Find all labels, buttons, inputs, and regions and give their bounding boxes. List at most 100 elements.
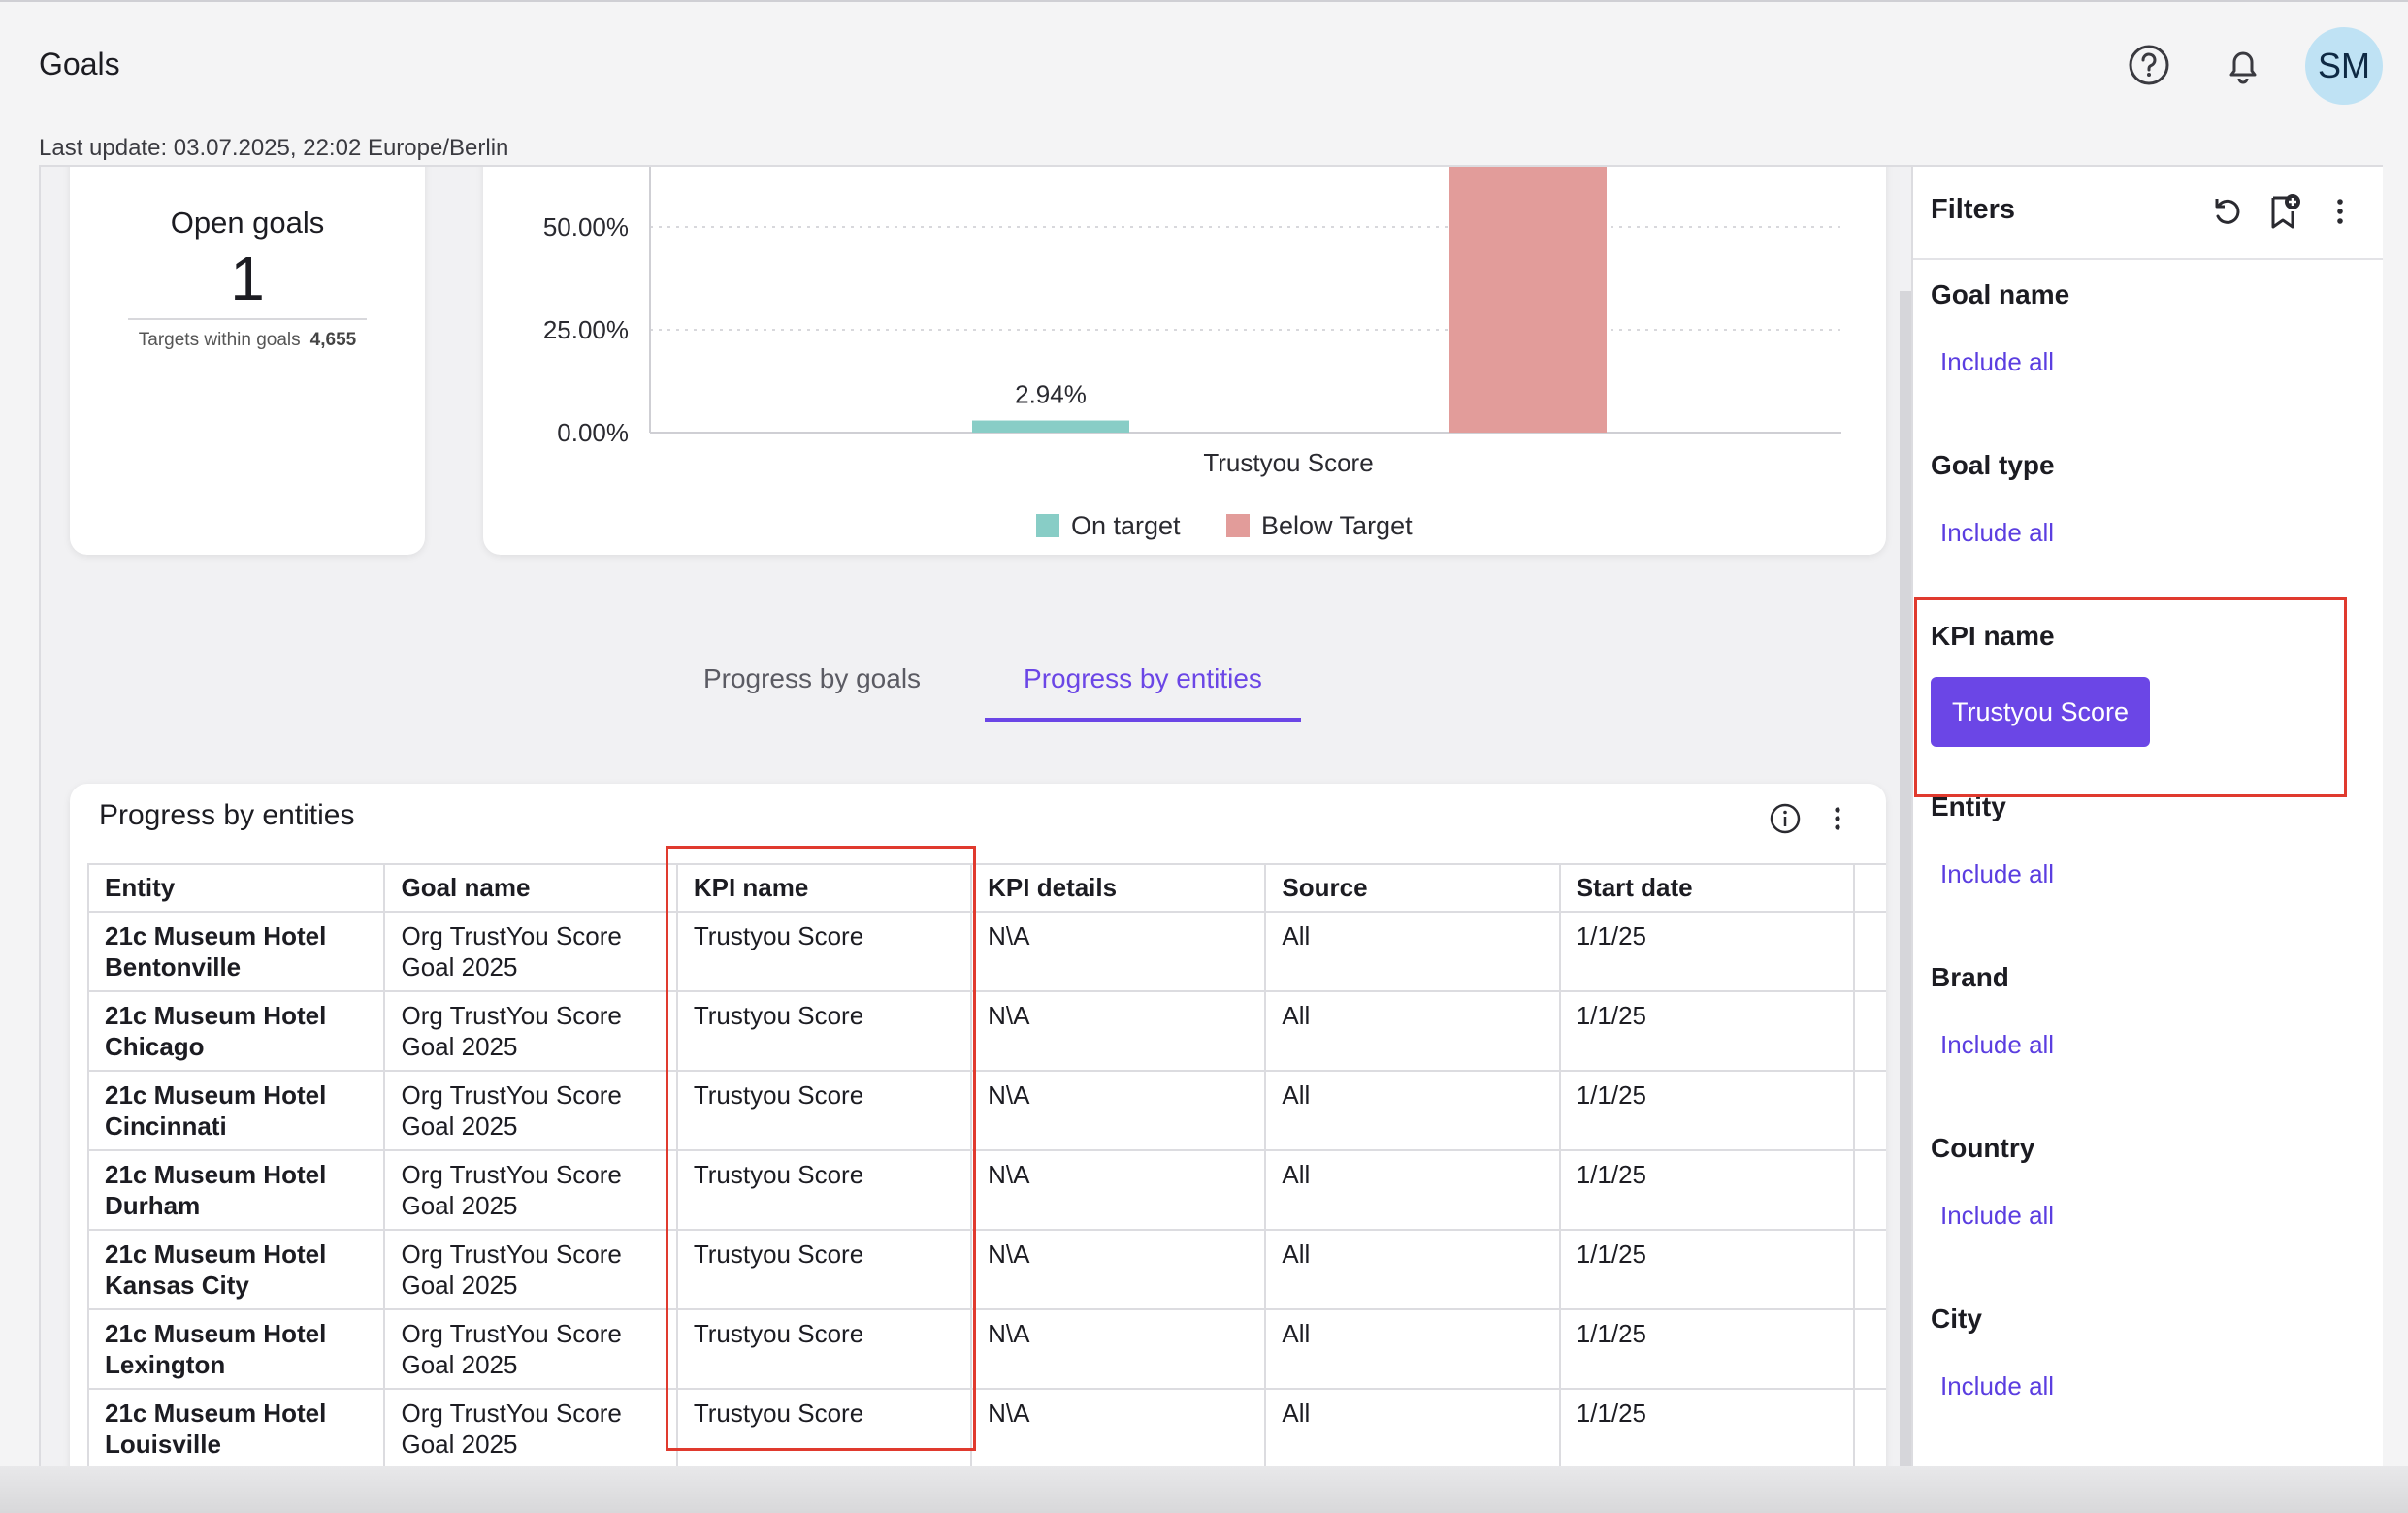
filter-label: Entity <box>1931 791 2006 821</box>
goal-name-cell-line: Goal 2025 <box>401 1111 518 1141</box>
y-tick-label: 50.00% <box>543 212 629 241</box>
goal-name-cell: Org TrustYou Score Goal 2025 <box>383 1229 678 1310</box>
kpi-details-cell: N\A <box>970 1229 1267 1310</box>
scrollbar[interactable] <box>1900 291 1911 1469</box>
source-cell: All <box>1264 1070 1561 1151</box>
entity-cell-line: 21c Museum Hotel <box>105 921 327 950</box>
table-row[interactable]: 21c Museum Hotel Durham Org TrustYou Score… <box>86 1149 1886 1231</box>
start-date-cell-line: 1/1/25 <box>1576 1001 1647 1030</box>
goal-name-cell-line: Org TrustYou Score <box>401 1399 622 1428</box>
kpi-details-cell-line: N\A <box>988 1319 1030 1348</box>
filter-label: City <box>1931 1304 1982 1334</box>
table-row[interactable]: 21c Museum Hotel Kansas City Org TrustYou … <box>86 1229 1886 1310</box>
goals-bar-chart: 0.00% 25.00% 50.00% 2.94% Trustyou Score On t… <box>543 167 1841 540</box>
bar-below-target <box>1449 167 1607 433</box>
help-icon[interactable] <box>2125 41 2173 89</box>
start-date-cell: 1/1/25 <box>1558 1070 1855 1151</box>
filter-city: City Include all <box>1931 1304 2054 1400</box>
entity-cell: 21c Museum Hotel Cincinnati <box>86 1070 386 1151</box>
progress-tabs: Progress by goals Progress by entities <box>681 652 1312 729</box>
info-icon[interactable] <box>1764 797 1806 840</box>
start-date-cell: 1/1/25 <box>1558 1308 1855 1390</box>
table-row[interactable]: 21c Museum Hotel Cincinnati Org TrustYou S… <box>86 1070 1886 1151</box>
goal-name-cell: Org TrustYou Score Goal 2025 <box>383 911 678 992</box>
column-header[interactable]: Source <box>1264 863 1561 913</box>
filter-kpi-name: KPI name Trustyou Score <box>1931 621 2151 747</box>
include-all-link[interactable]: Include all <box>1940 1030 2055 1059</box>
avatar[interactable]: SM <box>2305 27 2383 105</box>
bottom-edge <box>0 1466 2408 1513</box>
tab-progress-by-entities[interactable]: Progress by entities <box>985 652 1301 722</box>
goal-name-cell-line: Goal 2025 <box>401 1191 518 1220</box>
goal-name-cell-line: Org TrustYou Score <box>401 1160 622 1189</box>
start-date-cell: 1/1/25 <box>1558 990 1855 1072</box>
kpi-name-cell-line: Trustyou Score <box>693 1399 864 1428</box>
reset-icon[interactable] <box>2204 188 2251 235</box>
include-all-link[interactable]: Include all <box>1940 347 2055 376</box>
legend-label: Below Target <box>1261 511 1413 540</box>
legend-label: On target <box>1071 511 1181 540</box>
entity-cell-line: 21c Museum Hotel <box>105 1001 327 1030</box>
column-header[interactable]: Entity <box>86 863 386 913</box>
include-all-link[interactable]: Include all <box>1940 1201 2055 1230</box>
include-all-link[interactable]: Include all <box>1940 1371 2055 1400</box>
column-header[interactable]: KPI name <box>675 863 973 913</box>
more-vertical-icon[interactable] <box>1816 797 1859 840</box>
entity-cell: 21c Museum Hotel Chicago <box>86 990 386 1072</box>
entity-cell: 21c Museum Hotel Durham <box>86 1149 386 1231</box>
table-row[interactable]: 21c Museum Hotel Louisville Org TrustYou S… <box>86 1388 1886 1469</box>
tab-progress-by-goals[interactable]: Progress by goals <box>702 663 922 693</box>
include-all-link[interactable]: Include all <box>1940 859 2055 888</box>
include-all-link[interactable]: Include all <box>1940 518 2055 547</box>
goal-name-cell-line: Goal 2025 <box>401 1271 518 1300</box>
kpi-details-cell-line: N\A <box>988 1160 1030 1189</box>
source-cell-line: All <box>1282 1080 1311 1110</box>
entity-cell-line: Chicago <box>105 1032 205 1061</box>
entity-cell: 21c Museum Hotel Bentonville <box>86 911 386 992</box>
truncated-cell <box>1852 1388 1886 1469</box>
kpi-name-cell: Trustyou Score <box>675 1070 973 1151</box>
truncated-cell <box>1852 911 1886 992</box>
source-cell-line: All <box>1282 1319 1311 1348</box>
kpi-filter-chip[interactable]: Trustyou Score <box>1931 677 2151 747</box>
filter-goal-name: Goal name Include all <box>1931 279 2069 376</box>
main-content: Open goals 1 Targets within goals 4,655 0… <box>39 165 1915 1469</box>
bell-icon[interactable] <box>2219 41 2267 89</box>
kpi-details-cell-line: N\A <box>988 921 1030 950</box>
goal-name-cell-line: Goal 2025 <box>401 1350 518 1379</box>
kpi-name-cell-line: Trustyou Score <box>693 1160 864 1189</box>
source-cell-line: All <box>1282 1001 1311 1030</box>
kpi-name-cell-line: Trustyou Score <box>693 1080 864 1110</box>
filter-label: KPI name <box>1931 621 2055 651</box>
table-row[interactable]: 21c Museum Hotel Bentonville Org TrustYou … <box>86 911 1886 992</box>
goal-name-cell: Org TrustYou Score Goal 2025 <box>383 1149 678 1231</box>
table-row[interactable]: 21c Museum Hotel Lexington Org TrustYou Sc… <box>86 1308 1886 1390</box>
goal-name-cell: Org TrustYou Score Goal 2025 <box>383 1388 678 1469</box>
source-cell: All <box>1264 1388 1561 1469</box>
table-row[interactable]: 21c Museum Hotel Chicago Org TrustYou Scor… <box>86 990 1886 1072</box>
source-cell: All <box>1264 1229 1561 1310</box>
column-header[interactable]: Goal name <box>383 863 678 913</box>
goals-chart-card: 0.00% 25.00% 50.00% 2.94% Trustyou Score On t… <box>483 167 1886 555</box>
filters-panel: Filters Goal name Include all Goal type … <box>1911 165 2383 1469</box>
entity-cell-line: 21c Museum Hotel <box>105 1399 327 1428</box>
column-header[interactable]: Start date <box>1558 863 1855 913</box>
goal-name-cell: Org TrustYou Score Goal 2025 <box>383 1070 678 1151</box>
kpi-details-cell-line: N\A <box>988 1399 1030 1428</box>
page-title: Goals <box>39 47 120 81</box>
entity-cell: 21c Museum Hotel Kansas City <box>86 1229 386 1310</box>
kpi-details-cell: N\A <box>970 1308 1267 1390</box>
column-header <box>1852 863 1886 913</box>
kpi-details-cell: N\A <box>970 911 1267 992</box>
y-tick-label: 25.00% <box>543 315 629 344</box>
open-goals-card: Open goals 1 Targets within goals 4,655 <box>70 167 425 555</box>
more-vertical-icon[interactable] <box>2317 188 2363 235</box>
bar-on-target <box>972 420 1129 433</box>
column-header[interactable]: KPI details <box>970 863 1267 913</box>
kpi-details-cell-line: N\A <box>988 1001 1030 1030</box>
start-date-cell: 1/1/25 <box>1558 1229 1855 1310</box>
source-cell: All <box>1264 1149 1561 1231</box>
bookmark-add-icon[interactable] <box>2261 188 2307 235</box>
source-cell-line: All <box>1282 1239 1311 1269</box>
open-goals-count: 1 <box>230 243 265 313</box>
